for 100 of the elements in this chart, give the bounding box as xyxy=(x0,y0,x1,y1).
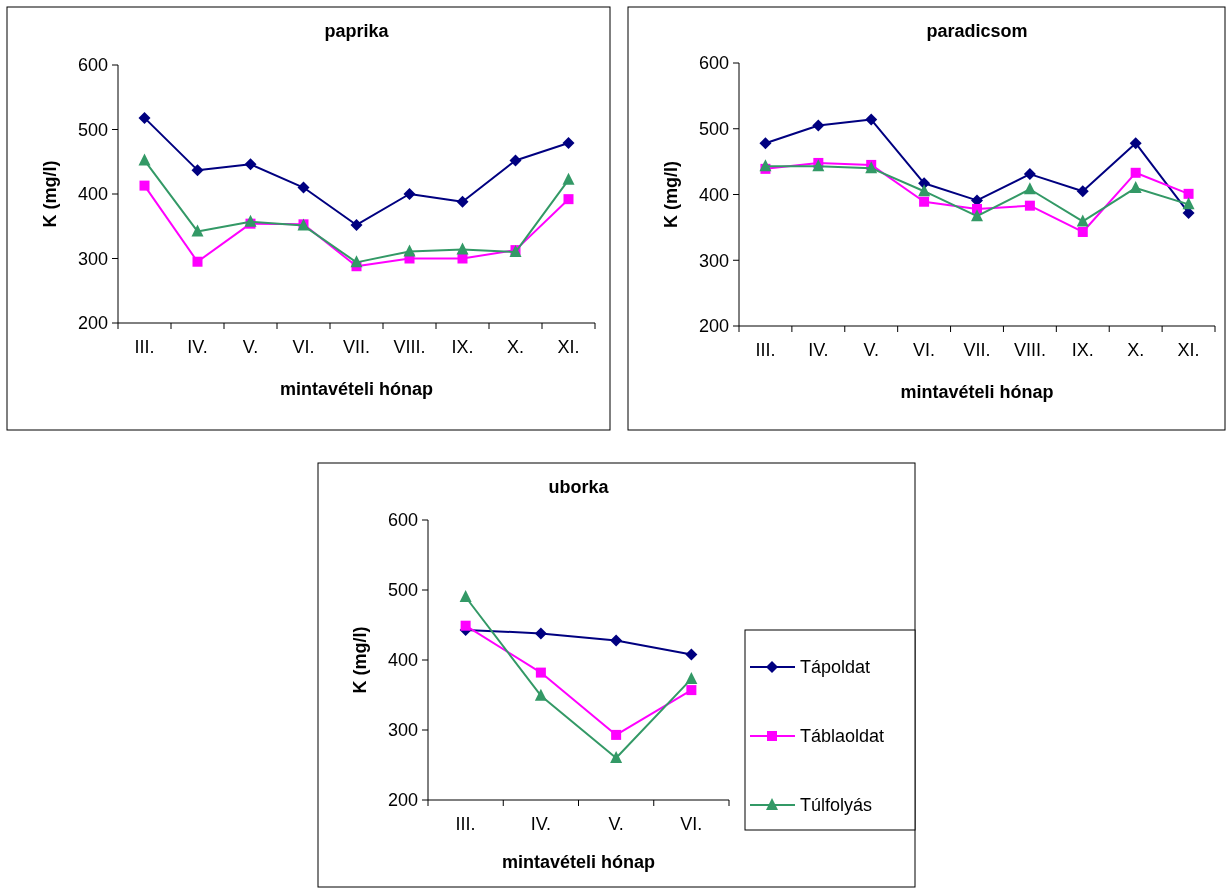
y-tick-label: 200 xyxy=(387,790,418,811)
x-tick-label: X. xyxy=(506,337,525,357)
x-tick-label: VIII. xyxy=(1013,340,1046,360)
y-tick-label: 400 xyxy=(387,650,418,671)
y-tick-label: 400 xyxy=(698,184,729,205)
point xyxy=(1183,188,1194,199)
point xyxy=(350,218,363,231)
x-tick-label: IX. xyxy=(451,337,474,357)
x-tick-label: III. xyxy=(455,814,476,834)
point xyxy=(192,256,203,267)
point xyxy=(457,253,468,264)
point xyxy=(1182,197,1195,210)
x-axis-title: mintavételi hónap xyxy=(900,382,1054,402)
point xyxy=(191,224,204,237)
point xyxy=(403,188,416,200)
point xyxy=(1023,168,1036,181)
point xyxy=(611,729,622,740)
point xyxy=(138,111,151,124)
point xyxy=(244,158,257,171)
x-tick-label: V. xyxy=(242,337,259,357)
chart-title: paprika xyxy=(324,21,390,41)
x-tick-label: VII. xyxy=(963,340,991,360)
point xyxy=(297,181,310,194)
y-tick-label: 500 xyxy=(698,119,729,140)
point xyxy=(1076,214,1089,227)
y-tick-label: 600 xyxy=(387,510,418,531)
point xyxy=(456,242,469,255)
x-tick-label: V. xyxy=(608,814,624,834)
x-tick-label: IV. xyxy=(187,337,208,357)
x-tick-label: XI. xyxy=(1177,340,1200,360)
legend-label: Táblaoldat xyxy=(800,726,885,747)
point xyxy=(1024,200,1035,211)
point xyxy=(139,180,150,191)
point xyxy=(865,161,878,174)
x-tick-label: VII. xyxy=(342,337,371,357)
x-tick-label: IV. xyxy=(530,814,552,834)
y-tick-label: 600 xyxy=(77,55,108,76)
point xyxy=(534,627,547,640)
point xyxy=(865,113,878,126)
point xyxy=(1077,226,1088,237)
y-axis-title: K (mg/l) xyxy=(661,161,681,228)
point xyxy=(685,648,698,661)
point xyxy=(610,634,623,647)
point xyxy=(459,590,472,602)
x-tick-label: XI. xyxy=(557,337,580,357)
x-axis-title: mintavételi hónap xyxy=(501,852,656,872)
y-axis-title: K (mg/l) xyxy=(40,160,60,228)
point xyxy=(1130,167,1141,178)
y-tick-label: 300 xyxy=(387,720,418,741)
x-tick-label: IX. xyxy=(1071,340,1094,360)
point xyxy=(509,154,522,167)
point xyxy=(610,751,623,763)
point xyxy=(138,153,151,166)
point xyxy=(191,164,204,177)
x-tick-label: VI. xyxy=(680,814,703,834)
point xyxy=(1023,182,1036,195)
x-axis-title: mintavételi hónap xyxy=(279,379,434,399)
x-tick-label: III. xyxy=(134,337,155,357)
x-tick-label: X. xyxy=(1127,340,1145,360)
x-tick-label: IV. xyxy=(808,340,829,360)
point xyxy=(456,195,469,208)
point xyxy=(562,137,575,150)
point xyxy=(403,244,416,257)
point xyxy=(563,194,574,205)
point xyxy=(759,137,772,150)
y-tick-label: 600 xyxy=(698,53,729,74)
legend-label: Túlfolyás xyxy=(800,795,873,816)
chart-title: paradicsom xyxy=(926,21,1028,41)
x-tick-label: VIII. xyxy=(393,337,426,357)
y-axis-title: K (mg/l) xyxy=(350,626,370,694)
legend-label: Tápoldat xyxy=(800,657,871,678)
point xyxy=(350,255,363,268)
point xyxy=(460,620,471,631)
point xyxy=(971,209,983,222)
x-tick-label: VI. xyxy=(292,337,315,357)
point xyxy=(919,196,930,207)
y-tick-label: 400 xyxy=(77,184,108,205)
point xyxy=(918,184,931,197)
point xyxy=(1129,137,1142,150)
y-tick-label: 500 xyxy=(77,119,108,140)
point xyxy=(535,667,546,678)
point xyxy=(812,119,825,132)
chart-title: uborka xyxy=(548,477,610,497)
point xyxy=(1129,180,1142,193)
y-tick-label: 200 xyxy=(77,313,108,334)
point xyxy=(685,671,698,684)
x-tick-label: V. xyxy=(863,340,879,360)
point xyxy=(244,214,257,227)
point xyxy=(1076,185,1089,198)
y-tick-label: 300 xyxy=(77,248,108,269)
y-tick-label: 200 xyxy=(698,316,729,337)
y-tick-label: 500 xyxy=(387,580,418,601)
point xyxy=(812,159,825,172)
point xyxy=(759,159,772,172)
x-tick-label: III. xyxy=(755,340,776,360)
point xyxy=(562,172,575,185)
y-tick-label: 300 xyxy=(698,250,729,271)
point xyxy=(686,685,697,696)
point xyxy=(534,688,547,701)
x-tick-label: VI. xyxy=(913,340,936,360)
